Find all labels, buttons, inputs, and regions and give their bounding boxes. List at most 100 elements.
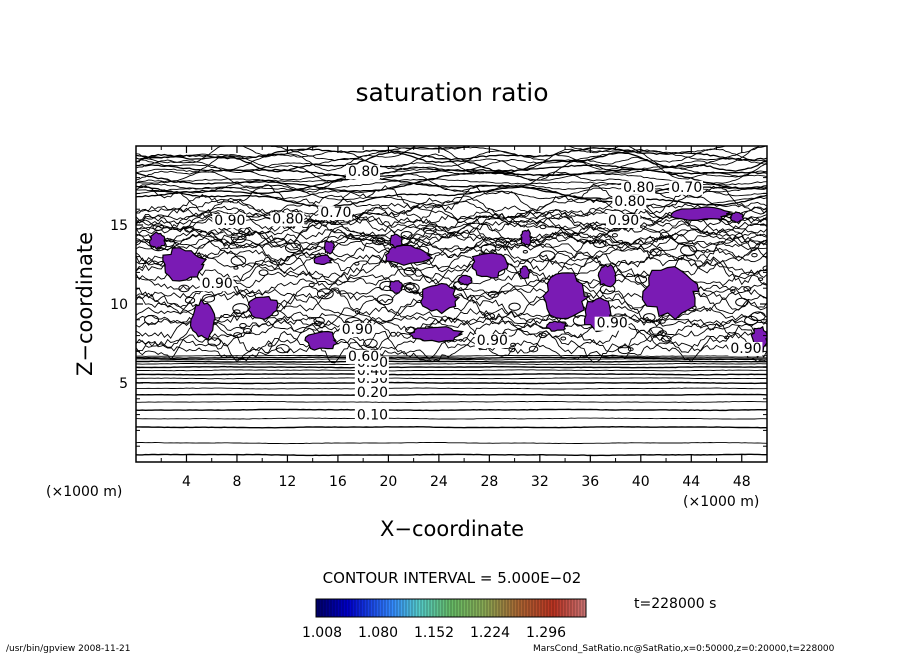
contour-cell — [593, 239, 607, 249]
contour-line — [136, 232, 767, 254]
contour-cell — [724, 335, 730, 340]
supersaturation-region — [189, 297, 216, 340]
contour-line — [136, 362, 767, 366]
contour-cell — [483, 312, 495, 320]
contour-label: 0.90 — [214, 213, 245, 229]
contour-label-bg — [346, 349, 381, 364]
contour-cell — [539, 250, 556, 262]
colorbar-tick-label: 1.152 — [414, 625, 454, 641]
contour-cell — [508, 347, 516, 353]
contour-line — [136, 205, 767, 233]
contour-label: 0.90 — [342, 322, 373, 338]
contour-cell — [659, 231, 670, 238]
contour-line — [136, 358, 767, 361]
contour-cell — [233, 309, 241, 315]
contour-line — [136, 408, 767, 412]
x-tick-label: 36 — [581, 474, 599, 490]
contour-cell — [510, 342, 517, 347]
footer-left: /usr/bin/gpview 2008-11-21 — [6, 644, 130, 654]
contour-cell — [508, 302, 521, 311]
contour-label-bg — [612, 195, 647, 210]
supersaturation-region — [304, 330, 339, 351]
contour-cell — [617, 345, 632, 355]
colorbar-tick-label: 1.296 — [526, 625, 566, 641]
contour-cell — [735, 297, 749, 307]
contour-label: 0.90 — [477, 333, 508, 349]
contour-cell — [495, 238, 508, 247]
contour-cell — [284, 242, 301, 254]
contour-line — [136, 185, 767, 208]
contour-cell — [313, 316, 325, 325]
supersaturation-region — [162, 247, 208, 282]
x-tick-label: 32 — [531, 474, 549, 490]
x-tick-label: 20 — [379, 474, 397, 490]
contour-cell — [405, 283, 415, 290]
contour-cell — [258, 269, 269, 276]
x-tick-label: 12 — [279, 474, 297, 490]
contour-label-bg — [605, 214, 640, 228]
contour-label: 0.10 — [357, 407, 388, 423]
contour-label-bg — [212, 214, 247, 228]
contour-label: 0.90 — [202, 276, 233, 292]
contour-cell — [560, 336, 567, 341]
x-tick-label: 44 — [682, 474, 700, 490]
contour-cell — [400, 230, 413, 239]
contour-cell — [649, 248, 662, 257]
contour-cell — [743, 286, 752, 292]
contour-cell — [680, 244, 698, 256]
supersaturation-region — [313, 254, 333, 265]
contour-label-bg — [346, 165, 381, 180]
contour-line — [136, 147, 767, 161]
x-tick-label: 48 — [733, 474, 751, 490]
y-axis-ticks: 5 10 15 — [110, 161, 767, 447]
contour-label: 0.80 — [272, 211, 303, 227]
contour-cell — [184, 296, 196, 304]
contour-cell — [412, 290, 419, 295]
supersaturation-region — [388, 280, 405, 294]
supersaturation-region — [247, 295, 279, 321]
contour-line — [204, 146, 767, 161]
contour-line — [136, 365, 767, 369]
contour-cell — [528, 345, 539, 353]
contour-line — [136, 377, 767, 380]
contour-line — [136, 305, 767, 326]
contour-cell — [750, 311, 766, 322]
supersaturation-region — [518, 265, 532, 280]
contour-label: 0.60 — [348, 349, 379, 365]
colorbar-ticks: 1.008 1.080 1.152 1.224 1.296 — [302, 625, 566, 641]
contour-label: 0.80 — [348, 164, 379, 180]
contour-label-bg — [621, 180, 656, 195]
x-tick-label: 24 — [430, 474, 448, 490]
contour-line — [136, 453, 767, 457]
x-unit-left: (×1000 m) — [46, 484, 122, 500]
contour-cell — [730, 289, 736, 293]
contour-line — [136, 213, 767, 236]
contour-line — [136, 400, 767, 404]
contour-line — [136, 157, 767, 174]
contour-cell — [642, 313, 656, 322]
contour-cell — [363, 338, 378, 349]
contour-line — [136, 151, 767, 174]
supersaturation-region — [641, 265, 700, 321]
contour-cell — [178, 284, 190, 293]
contour-labels: 0.100.200.300.400.500.600.900.900.900.90… — [199, 164, 763, 423]
contour-cell — [649, 326, 664, 337]
contour-cell — [403, 267, 417, 276]
contour-line — [136, 176, 767, 200]
contour-cell — [239, 322, 247, 329]
x-tick-label: 4 — [182, 474, 191, 490]
contour-label-bg — [199, 277, 234, 292]
contour-label: 0.90 — [597, 316, 628, 332]
contour-cell — [267, 343, 273, 347]
colorbar-tick-label: 1.224 — [470, 625, 510, 641]
footer-right: MarsCond_SatRatio.nc@SatRatio,x=0:50000,… — [533, 644, 835, 654]
contour-line — [136, 146, 761, 172]
contour-line — [136, 193, 767, 216]
contour-label-bg — [339, 323, 374, 338]
y-tick-label: 10 — [110, 297, 128, 313]
contour-cell — [233, 332, 243, 339]
contour-cell — [152, 223, 165, 231]
contour-cell — [658, 319, 666, 324]
y-tick-label: 15 — [110, 218, 128, 234]
